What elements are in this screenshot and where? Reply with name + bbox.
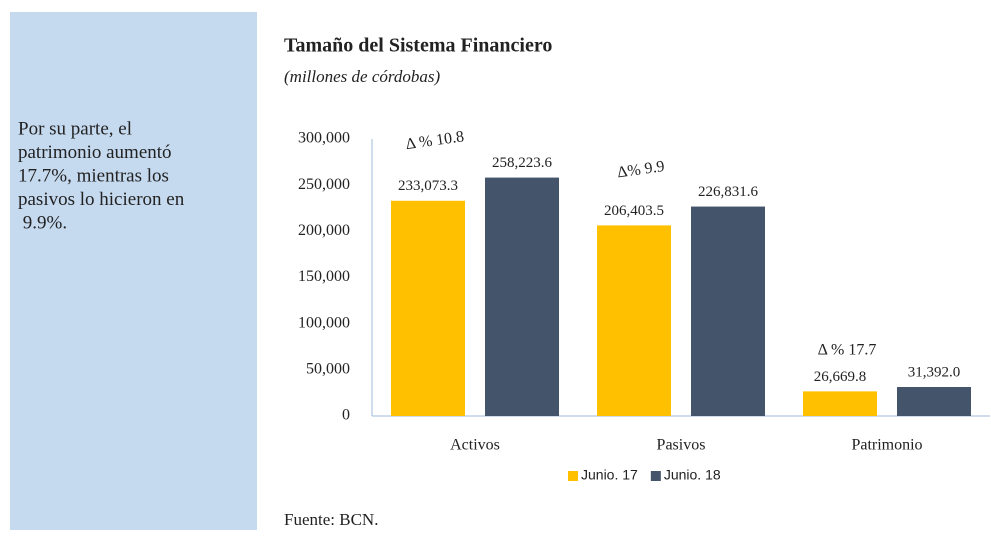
value-label: 206,403.5 [604,203,664,219]
bar [803,391,877,416]
y-tick-label: 100,000 [298,314,350,331]
chart-title: Tamaño del Sistema Financiero [284,35,552,57]
bar [897,387,971,416]
legend-label: Junio. 18 [664,467,721,483]
legend-label: Junio. 17 [581,467,638,483]
y-tick-label: 200,000 [298,222,350,239]
x-tick-label: Pasivos [657,437,706,454]
x-tick-label: Activos [450,437,500,454]
legend-swatch [650,471,661,481]
sidebar-panel [10,12,257,530]
y-tick-label: 300,000 [298,130,350,147]
y-tick-label: 0 [342,407,350,424]
annotation: Δ% 9.9 [616,158,666,181]
sidebar-line: pasivos lo hicieron en [18,189,185,210]
annotation: Δ % 10.8 [405,128,466,153]
bar [597,225,671,416]
chart-subtitle: (millones de córdobas) [284,67,440,86]
y-tick-label: 150,000 [298,268,350,285]
sidebar-line: Por su parte, el [18,118,132,139]
bar [691,206,765,416]
value-label: 258,223.6 [492,155,553,171]
y-tick-label: 250,000 [298,176,350,193]
sidebar-line: 9.9%. [18,212,67,233]
source: Fuente: BCN. [284,510,378,529]
value-label: 31,392.0 [908,364,961,380]
legend-swatch [568,471,578,481]
y-tick-label: 50,000 [306,361,350,378]
x-tick-label: Patrimonio [851,437,922,454]
annotation: Δ % 17.7 [818,342,877,359]
value-label: 26,669.8 [814,369,867,385]
bar [391,200,465,416]
bar [485,177,559,416]
sidebar-line: 17.7%, mientras los [18,165,169,186]
value-label: 226,831.6 [698,184,759,200]
value-label: 233,073.3 [398,178,458,194]
sidebar-line: patrimonio aumentó [18,142,172,163]
legend: Junio. 17 Junio. 18 [568,467,721,483]
